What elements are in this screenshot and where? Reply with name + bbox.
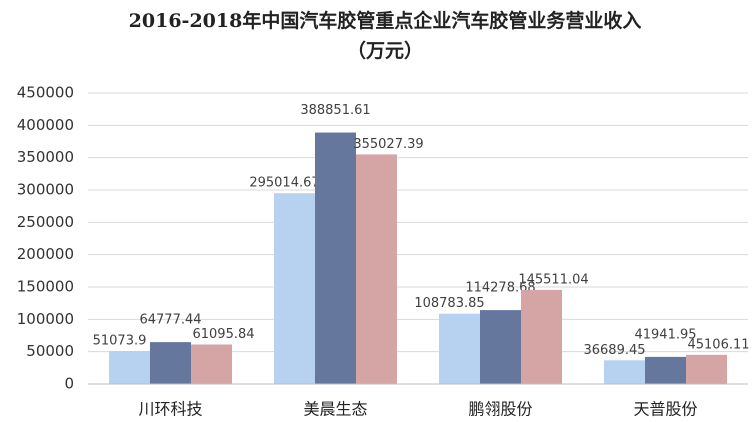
bar [150, 342, 191, 384]
bar [439, 313, 480, 384]
data-label: 64777.44 [139, 313, 201, 328]
y-tick-label: 0 [64, 375, 74, 393]
y-tick-label: 150000 [17, 278, 74, 296]
bar [686, 354, 727, 384]
bar [645, 356, 686, 384]
bar [109, 350, 150, 384]
y-tick-label: 450000 [17, 84, 74, 102]
x-tick-label: 美晨生态 [303, 400, 367, 419]
data-label: 355027.39 [353, 137, 423, 152]
data-label: 114278.68 [465, 281, 535, 296]
bar [274, 193, 315, 384]
data-label: 145511.04 [518, 272, 588, 287]
data-label: 51073.9 [93, 333, 147, 348]
y-tick-label: 100000 [17, 310, 74, 328]
chart-subtitle: （万元） [347, 39, 423, 62]
y-tick-label: 250000 [17, 213, 74, 231]
bar [356, 154, 397, 384]
y-tick-label: 350000 [17, 148, 74, 166]
data-label: 61095.84 [192, 327, 254, 342]
data-label: 45106.11 [687, 337, 749, 352]
bar [191, 344, 232, 384]
x-tick-label: 天普股份 [633, 400, 697, 419]
y-tick-label: 50000 [26, 342, 74, 360]
chart-title: 2016-2018年中国汽车胶管重点企业汽车胶管业务营业收入 [129, 9, 642, 32]
data-label: 108783.85 [414, 296, 484, 311]
bar [315, 132, 356, 384]
y-tick-label: 400000 [17, 116, 74, 134]
data-label: 41941.95 [634, 327, 696, 342]
data-label: 36689.45 [583, 343, 645, 358]
bar [521, 289, 562, 384]
y-tick-label: 200000 [17, 245, 74, 263]
data-label: 295014.67 [249, 176, 319, 191]
x-tick-label: 鹏翎股份 [468, 400, 532, 419]
data-label: 388851.61 [300, 103, 370, 118]
bar [604, 360, 645, 384]
y-tick-label: 300000 [17, 181, 74, 199]
bar [480, 310, 521, 384]
x-tick-label: 川环科技 [138, 400, 202, 419]
